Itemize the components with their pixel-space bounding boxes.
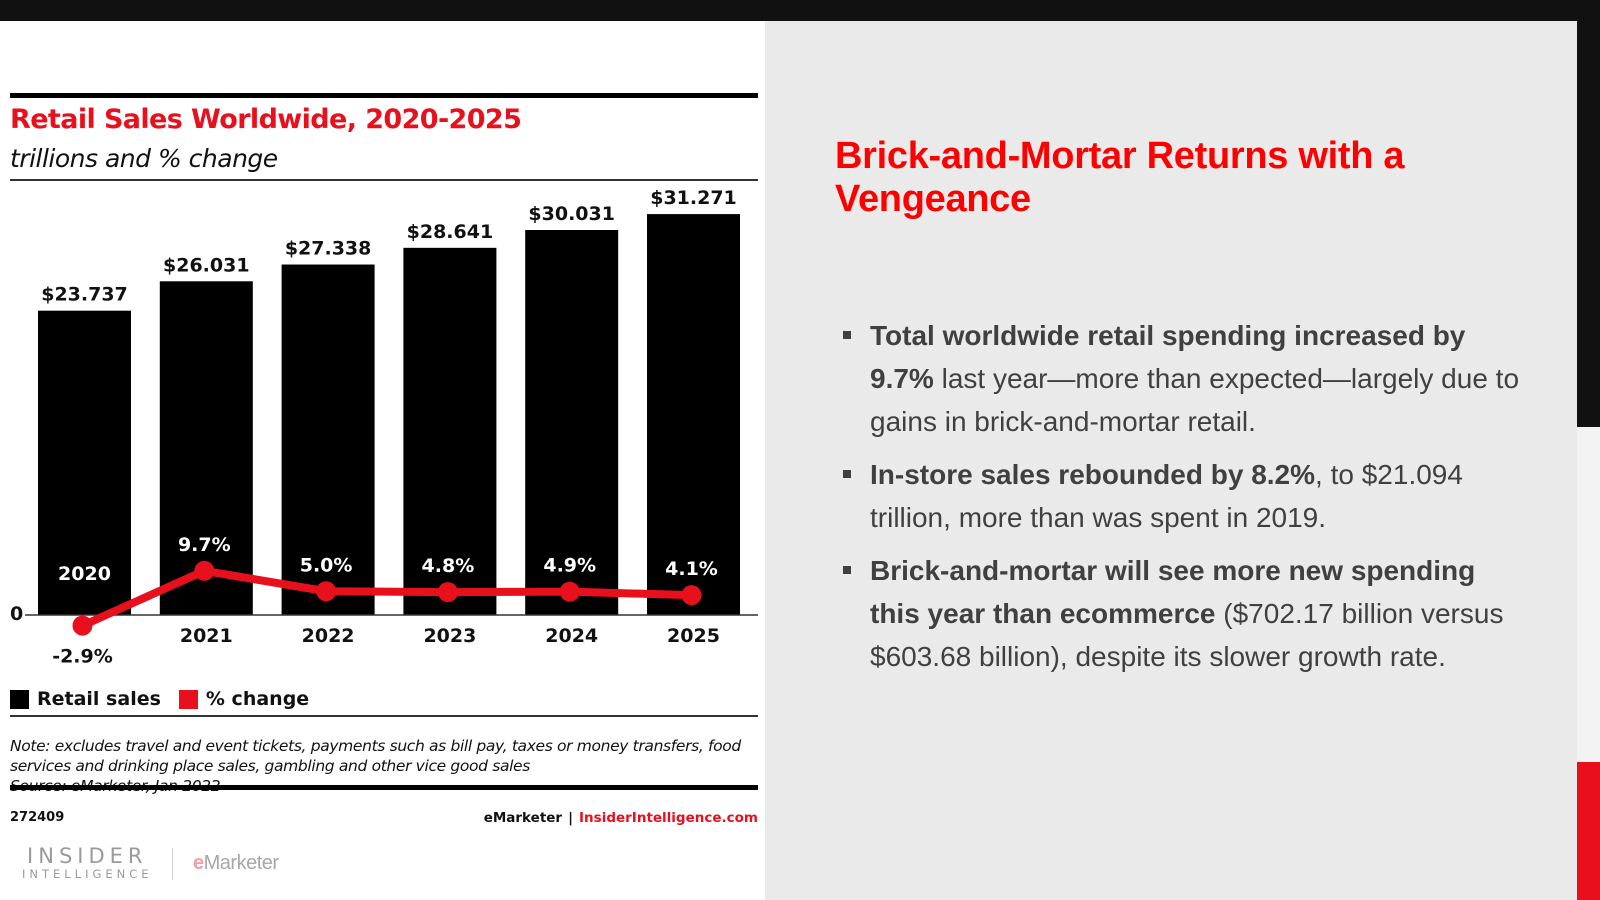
pct-change-label: 5.0% [300, 554, 353, 576]
chart-id: 272409 [10, 810, 65, 825]
square-bullet-icon [843, 470, 851, 478]
chart-header-rule [10, 179, 758, 181]
bullet-text: last year—more than expected—largely due… [870, 363, 1520, 437]
pct-change-label: 9.7% [178, 534, 231, 556]
bar-2022 [281, 264, 375, 615]
chart-top-rule [10, 93, 758, 98]
footer-rule [10, 785, 758, 790]
top-frame-bar [0, 0, 1600, 21]
legend-item-retail-sales: Retail sales [10, 688, 161, 710]
bar-2025 [647, 214, 740, 615]
pct-change-line [80, 566, 692, 630]
insider-intelligence-logo: INSIDER INTELLIGENCE [22, 845, 153, 881]
chart-credit: eMarketer | InsiderIntelligence.com [484, 810, 758, 826]
bullet-list: Total worldwide retail spending increase… [843, 314, 1523, 688]
credit-site-link[interactable]: InsiderIntelligence.com [579, 810, 758, 826]
pct-change-label: 4.1% [665, 558, 718, 580]
note-top-rule [10, 715, 758, 717]
slide-text-panel [765, 21, 1577, 900]
bar-2021 [159, 281, 253, 615]
bullet-item: In-store sales rebounded by 8.2%, to $21… [843, 453, 1523, 539]
x-tick-label: 2021 [180, 625, 233, 647]
bullet-bold-text: Total worldwide retail spending increase… [870, 320, 1466, 394]
pct-change-label: 4.9% [543, 555, 596, 577]
bullet-item: Total worldwide retail spending increase… [843, 314, 1523, 443]
chart-title: Retail Sales Worldwide, 2020-2025 [10, 104, 522, 135]
pct-change-point-2023 [437, 582, 458, 603]
bar-2024 [525, 230, 619, 616]
legend-item-pct-change: % change [178, 688, 310, 710]
edge-strip-red [1577, 762, 1600, 900]
legend-label: Retail sales [37, 688, 161, 710]
credit-separator: | [568, 810, 574, 826]
emarketer-e-mark: e [193, 852, 204, 874]
bullet-text: , to $21.094 trillion, more than was spe… [870, 459, 1463, 533]
y-zero-label: 0 [10, 603, 23, 625]
logo-line-2: INTELLIGENCE [22, 867, 153, 881]
pct-change-label: 4.8% [422, 555, 475, 577]
note-text: Note: excludes travel and event tickets,… [10, 737, 741, 775]
legend-swatch-red [178, 689, 198, 709]
bullet-text: ($702.17 billion versus $603.68 billion)… [870, 598, 1504, 672]
edge-strip-dark [1577, 0, 1600, 427]
slide-title: Brick-and-Mortar Returns with a Vengeanc… [835, 135, 1405, 220]
legend-label: % change [205, 688, 310, 710]
pct-change-point-2024 [559, 581, 580, 602]
chart-subtitle: trillions and % change [10, 144, 278, 173]
pct-change-point-2025 [681, 585, 702, 606]
credit-brand: eMarketer [483, 810, 563, 826]
square-bullet-icon [843, 331, 851, 339]
bar-value-label: $28.641 [407, 221, 494, 243]
bar-value-label: $31.271 [650, 187, 737, 209]
legend-swatch-black [10, 689, 29, 709]
bar-value-label: $27.338 [285, 238, 372, 260]
pct-change-point-2020 [72, 615, 93, 636]
bullet-item: Brick-and-mortar will see more new spend… [843, 549, 1523, 678]
x-tick-label: 2024 [545, 625, 598, 647]
x-tick-label: 2023 [423, 625, 476, 647]
x-tick-label: 2022 [302, 625, 355, 647]
bullet-bold-text: In-store sales rebounded by 8.2% [870, 459, 1316, 490]
emarketer-wordmark: Marketer [203, 852, 279, 874]
bar-2023 [403, 247, 497, 615]
pct-change-point-2021 [194, 560, 215, 581]
x-tick-label: 2020 [58, 563, 111, 585]
bar-2020 [38, 310, 131, 615]
emarketer-logo: eMarketer [193, 852, 279, 875]
retail-sales-chart: $23.737 $26.031 $27.338 $28.641 $30.031 $31.2… [10, 187, 758, 668]
square-bullet-icon [843, 566, 851, 574]
bar-value-label: $23.737 [41, 284, 128, 306]
pct-change-label: -2.9% [52, 646, 113, 668]
logo-line-1: INSIDER [27, 844, 148, 868]
bar-value-label: $30.031 [528, 203, 615, 225]
pct-change-point-2022 [316, 581, 337, 602]
bullet-bold-text: Brick-and-mortar will see more new spend… [870, 555, 1476, 629]
chart-legend: Retail sales % change [10, 688, 327, 710]
logo-divider [172, 848, 173, 880]
bar-value-label: $26.031 [163, 254, 250, 276]
x-tick-label: 2025 [667, 625, 720, 647]
edge-strip-light [1577, 427, 1600, 762]
